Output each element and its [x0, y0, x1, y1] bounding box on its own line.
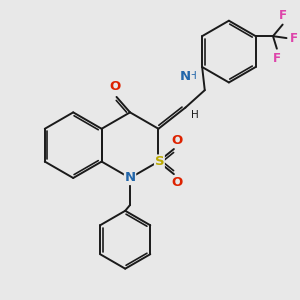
- Text: O: O: [171, 176, 182, 189]
- Text: F: F: [290, 32, 297, 45]
- Text: O: O: [109, 80, 120, 93]
- Text: F: F: [273, 52, 281, 64]
- Text: N: N: [180, 70, 191, 83]
- Text: S: S: [154, 155, 164, 168]
- Text: O: O: [171, 134, 182, 147]
- Text: F: F: [279, 9, 286, 22]
- Text: N: N: [124, 172, 136, 184]
- Text: H: H: [191, 110, 199, 120]
- Text: H: H: [189, 70, 197, 80]
